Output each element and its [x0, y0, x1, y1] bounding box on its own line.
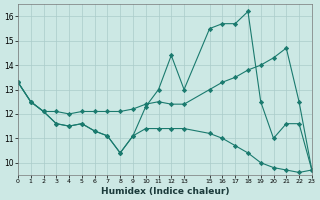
X-axis label: Humidex (Indice chaleur): Humidex (Indice chaleur)	[101, 187, 229, 196]
